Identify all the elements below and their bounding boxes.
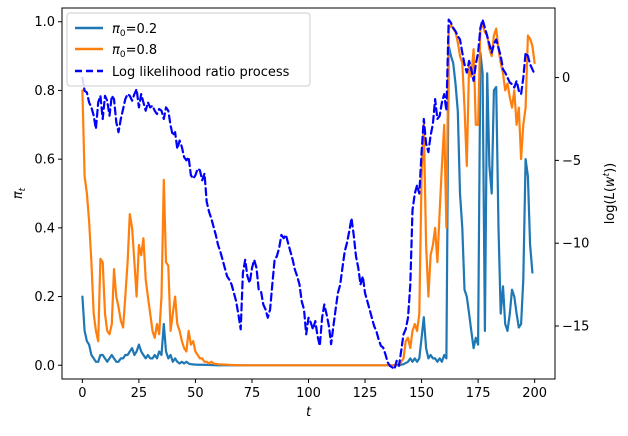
series-line-3 [81, 18, 536, 371]
legend-label-series-1: π0=0.2 [112, 22, 157, 39]
right-y-tick-label: −10 [562, 237, 589, 252]
x-tick-label: 100 [296, 386, 321, 401]
left-y-tick-label: 0.6 [34, 153, 55, 168]
left-y-tick-label: 0.0 [34, 359, 55, 374]
axis-ticks-layer: 0 25 50 75 100 125 150 175 200 0.0 0.2 0.4 0.6 0.8 1.0… [34, 15, 589, 401]
left-y-tick-label: 0.2 [34, 290, 55, 305]
x-tick-label: 125 [353, 386, 378, 401]
legend-box [66, 12, 311, 87]
x-tick-label: 50 [187, 386, 204, 401]
right-y-tick-label: −5 [562, 154, 581, 169]
x-tick-label: 150 [409, 386, 434, 401]
x-tick-label: 75 [244, 386, 261, 401]
x-tick-label: 200 [522, 386, 547, 401]
left-y-tick-label: 0.8 [34, 84, 55, 99]
x-tick-label: 25 [131, 386, 148, 401]
x-tick-label: 175 [466, 386, 491, 401]
left-y-tick-label: 0.4 [34, 221, 55, 236]
x-axis-label: t [306, 405, 312, 420]
left-y-axis-label: πt [11, 187, 28, 199]
legend: π0=0.2 π0=0.8 Log likelihood ratio proce… [66, 12, 311, 87]
series-line-2 [81, 24, 536, 367]
x-tick-label: 0 [78, 386, 86, 401]
left-y-tick-label: 1.0 [34, 15, 55, 30]
legend-label-series-2: π0=0.8 [112, 43, 157, 60]
legend-label-series-3: Log likelihood ratio process [112, 65, 290, 80]
right-y-axis-label: log(L(wt)) [602, 163, 618, 225]
series-line-1 [81, 44, 534, 367]
data-lines-layer [81, 18, 536, 371]
right-y-tick-label: 0 [562, 71, 570, 86]
right-y-tick-label: −15 [562, 320, 589, 335]
